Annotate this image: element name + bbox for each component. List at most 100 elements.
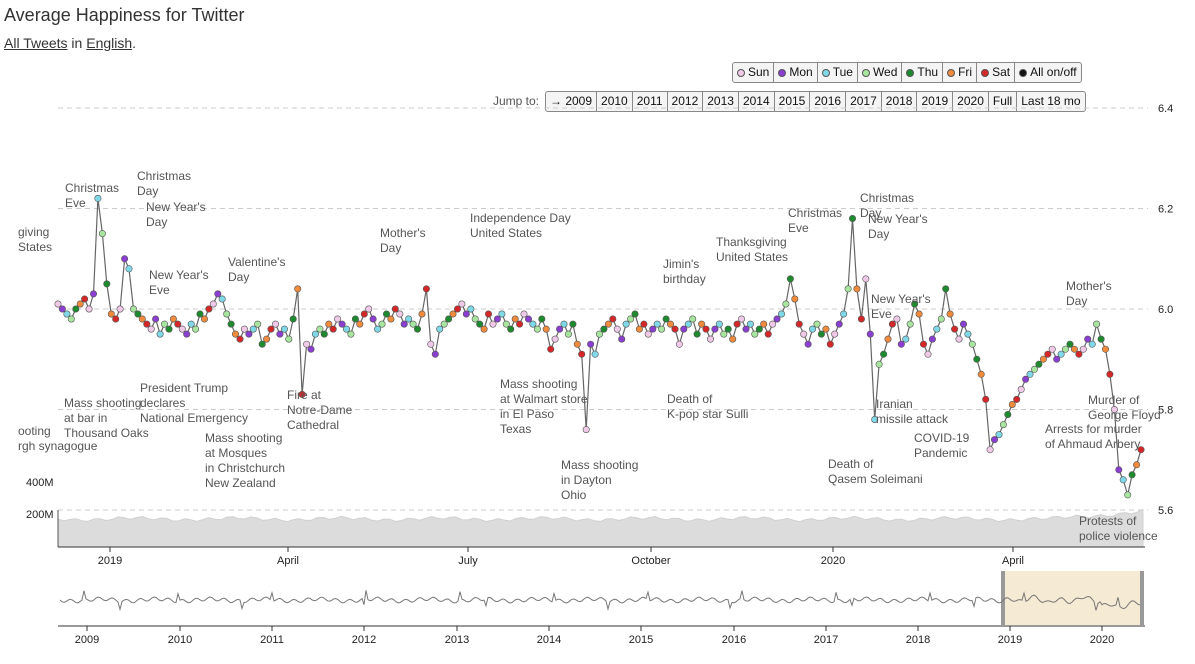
data-point <box>223 310 231 318</box>
data-point <box>618 335 626 343</box>
data-point <box>986 446 994 454</box>
event-annotation: Protests of <box>1079 514 1137 528</box>
data-point <box>644 330 652 338</box>
data-point <box>955 335 963 343</box>
jump-button[interactable]: 2018 <box>880 91 918 112</box>
data-point <box>937 315 945 323</box>
data-point <box>427 340 435 348</box>
data-point <box>484 310 492 318</box>
overview-left-handle <box>1001 571 1005 625</box>
data-point <box>635 325 643 333</box>
data-point <box>445 315 453 323</box>
data-point <box>1044 350 1052 358</box>
data-point <box>560 320 568 328</box>
event-annotation: of Ahmaud Arbery <box>1045 437 1140 451</box>
english-link[interactable]: English <box>86 35 133 51</box>
data-point <box>378 320 386 328</box>
overview-tick-label: 2020 <box>1090 634 1114 646</box>
data-point <box>387 315 395 323</box>
data-point <box>413 325 421 333</box>
event-annotation: Mother's <box>380 226 426 240</box>
volume-area <box>57 508 1144 548</box>
jump-button[interactable]: Full <box>987 91 1018 112</box>
data-point <box>307 345 315 353</box>
data-point <box>782 300 790 308</box>
data-point <box>551 335 559 343</box>
data-point <box>595 330 603 338</box>
event-annotation: New Year's <box>146 200 206 214</box>
data-point <box>507 325 515 333</box>
data-point <box>476 320 484 328</box>
event-annotation: George Floyd <box>1088 408 1161 422</box>
data-point <box>933 325 941 333</box>
jump-button[interactable]: 2013 <box>702 91 739 112</box>
data-point <box>236 335 244 343</box>
event-annotation: New Zealand <box>205 476 276 490</box>
y-tick-label: 6.2 <box>1158 204 1173 216</box>
y-tick-label: 6.0 <box>1158 304 1173 316</box>
volume-tick-label: 400M <box>26 477 54 489</box>
data-point <box>857 315 865 323</box>
data-point <box>897 340 905 348</box>
jump-button[interactable]: 2019 <box>916 91 954 112</box>
day-toggle-wed[interactable]: Wed <box>856 62 903 83</box>
jump-button[interactable]: 2012 <box>666 91 704 112</box>
data-point <box>1035 360 1043 368</box>
event-annotation: Day <box>1066 294 1087 308</box>
data-point <box>968 340 976 348</box>
day-toggle-tue[interactable]: Tue <box>816 62 858 83</box>
day-toggle-mon[interactable]: Mon <box>773 62 818 83</box>
data-point <box>183 330 191 338</box>
data-point <box>529 320 537 328</box>
subtitle-period: . <box>132 35 137 51</box>
data-point <box>130 305 138 313</box>
all-tweets-link[interactable]: All Tweets <box>4 35 68 51</box>
data-point <box>769 320 777 328</box>
jump-button[interactable]: 2020 <box>952 91 989 112</box>
event-annotation: missile attack <box>876 412 949 426</box>
data-point <box>737 315 745 323</box>
data-point <box>804 340 812 348</box>
jump-button[interactable]: 2016 <box>809 91 847 112</box>
data-point <box>187 320 195 328</box>
data-point <box>418 310 426 318</box>
data-point <box>724 325 732 333</box>
jump-button[interactable]: 2017 <box>845 91 882 112</box>
data-point <box>746 320 754 328</box>
day-toggle-label: Sat <box>992 65 1011 79</box>
event-annotation: ooting <box>18 424 51 438</box>
data-point <box>995 431 1003 439</box>
jump-button[interactable]: Last 18 mo <box>1016 91 1086 112</box>
day-toggle-thu[interactable]: Thu <box>901 62 944 83</box>
day-toggle-sun[interactable]: Sun <box>732 62 775 83</box>
data-point <box>516 320 524 328</box>
day-color-dot-icon <box>861 68 870 77</box>
data-point <box>698 320 706 328</box>
data-point <box>165 325 173 333</box>
data-point <box>1039 355 1047 363</box>
overview-tick-label: 2010 <box>168 634 192 646</box>
data-point <box>103 280 111 288</box>
day-toggle-all-on-off[interactable]: All on/off <box>1014 62 1082 83</box>
data-point <box>729 335 737 343</box>
day-color-dot-icon <box>737 68 745 77</box>
event-annotation: Day <box>380 241 401 255</box>
data-point <box>822 325 830 333</box>
data-point <box>977 370 985 378</box>
data-point <box>715 320 723 328</box>
data-point <box>249 325 257 333</box>
data-point <box>280 325 288 333</box>
day-toggle-fri[interactable]: Fri <box>942 62 978 83</box>
data-point <box>58 305 66 313</box>
data-point <box>671 325 679 333</box>
day-toggle-label: Mon <box>789 65 813 79</box>
data-point <box>161 320 169 328</box>
data-point <box>893 315 901 323</box>
data-point <box>1088 340 1096 348</box>
data-point <box>844 285 852 293</box>
data-point <box>125 265 133 273</box>
event-annotation: rgh synagogue <box>18 439 98 453</box>
jump-button[interactable]: 2011 <box>631 91 668 112</box>
data-point <box>276 330 284 338</box>
